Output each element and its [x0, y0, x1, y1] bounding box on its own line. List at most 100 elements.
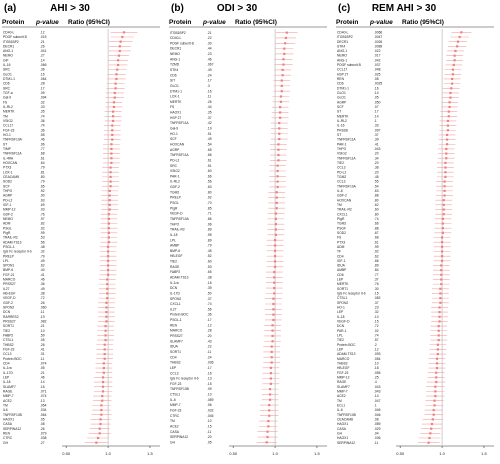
panel-title: ODI > 30	[217, 3, 258, 14]
protein-label: CXCL1	[337, 212, 348, 216]
protein-label: CD40-L	[170, 36, 182, 40]
protein-label: SPON2	[170, 297, 181, 301]
ratio-marker	[282, 63, 285, 66]
pvalue-label: .20	[374, 170, 379, 174]
pvalue-label: .76	[374, 282, 379, 286]
ratio-marker	[445, 133, 449, 137]
x-tick-label: 1.5	[481, 451, 487, 456]
ratio-marker	[275, 207, 278, 210]
ratio-marker	[441, 222, 445, 225]
pvalue-label: .26	[40, 44, 45, 48]
protein-label: TGM2	[337, 222, 346, 226]
pvalue-label: .33	[374, 124, 379, 128]
ratio-marker	[449, 91, 452, 95]
pvalue-label: .0026	[374, 40, 382, 44]
pvalue-label: .88	[374, 194, 379, 198]
protein-label: DCN	[337, 324, 345, 328]
ratio-marker	[278, 122, 281, 125]
ratio-marker	[106, 269, 110, 272]
ratio-marker	[106, 264, 110, 267]
protein-label: PSGL-1	[170, 318, 182, 322]
ratio-marker	[109, 166, 112, 169]
pvalue-label: .16	[374, 86, 379, 90]
pvalue-label: .13	[40, 399, 45, 403]
protein-label: ST	[3, 142, 7, 146]
pvalue-label: .11	[374, 441, 379, 445]
pvalue-label: .33	[40, 105, 45, 109]
protein-label: NEMO	[170, 52, 180, 56]
ratio-marker	[115, 77, 118, 81]
protein-label: DTM1-1	[3, 77, 15, 81]
pvalue-label: .36	[207, 313, 212, 317]
protein-label: ITGB1BP2	[337, 35, 353, 39]
ratio-marker	[108, 199, 111, 202]
protein-label: VEGF-D	[3, 296, 16, 300]
protein-label: IL-RL2	[3, 105, 13, 109]
protein-label: ANG-1	[337, 49, 347, 53]
protein-label: MMP-7	[170, 403, 181, 407]
pvalue-label: .99	[40, 231, 45, 235]
pvalue-label: .97	[40, 217, 45, 221]
protein-label: RARRES2	[3, 315, 19, 319]
pvalue-label: .054	[40, 403, 47, 407]
protein-label: TM	[3, 403, 8, 407]
protein-label: CCL3	[3, 352, 12, 356]
protein-label: REN	[3, 431, 11, 435]
ratio-marker	[266, 430, 269, 433]
ratio-marker	[117, 63, 120, 67]
protein-label: IL-17D	[170, 291, 181, 295]
x-tick-label: 1.0	[272, 451, 278, 456]
pvalue-label: .032	[207, 409, 214, 413]
protein-label: PSGL	[3, 226, 12, 230]
pvalue-label: .66	[207, 174, 212, 178]
ratio-marker	[101, 390, 105, 393]
protein-label: GLO1	[337, 91, 346, 95]
ratio-marker	[445, 143, 449, 146]
ratio-marker	[266, 435, 269, 439]
pvalue-label: .32	[40, 100, 45, 104]
pvalue-label: .92	[207, 196, 212, 200]
ratio-marker	[112, 101, 116, 104]
ratio-marker	[109, 175, 112, 178]
protein-label: STK4	[337, 44, 345, 48]
pvalue-label: .36	[40, 128, 45, 132]
pvalue-label: .089	[374, 422, 381, 426]
ratio-marker	[435, 362, 439, 365]
ratio-marker	[451, 77, 454, 81]
ratio-marker	[271, 334, 274, 338]
protein-label: ADAM-TS13	[170, 276, 189, 280]
pvalue-label: .21	[40, 40, 45, 44]
pvalue-label: .59	[40, 334, 45, 338]
ratio-marker	[282, 58, 285, 61]
pvalue-label: .15	[207, 382, 212, 386]
ratio-marker	[440, 283, 443, 286]
protein-label: TM	[337, 203, 342, 207]
protein-label: IgG Fc receptor II-b	[170, 377, 199, 381]
protein-label: TIMP	[3, 147, 12, 151]
ratio-marker	[111, 119, 115, 123]
protein-label: TRAIL-R2	[3, 236, 18, 240]
pvalue-label: .32	[374, 310, 379, 314]
protein-label: STK4	[170, 68, 178, 72]
pvalue-label: .16	[207, 371, 212, 375]
pvalue-label: .029	[374, 427, 381, 431]
ratio-marker	[101, 399, 104, 402]
protein-label: IGF-1	[3, 203, 12, 207]
pvalue-label: .72	[374, 324, 379, 328]
pvalue-label: .036	[207, 361, 214, 365]
protein-label: ECL1	[337, 403, 345, 407]
protein-label: TF	[337, 250, 341, 254]
protein-label: AMBP	[170, 244, 180, 248]
ratio-marker	[438, 315, 441, 318]
protein-label: THPO	[3, 189, 13, 193]
protein-label: NEMO	[3, 54, 13, 58]
pvalue-label: .10	[374, 361, 379, 365]
pvalue-label: .064	[40, 77, 47, 81]
protein-label: HSP 27	[337, 72, 348, 76]
pvalue-label: .14	[374, 91, 379, 95]
ratio-marker	[277, 143, 280, 146]
protein-label: IL-18	[170, 233, 178, 237]
protein-label: ADAM-TS13	[3, 240, 22, 244]
pvalue-label: .074	[40, 361, 47, 365]
protein-label: TNFRSF10B	[170, 387, 190, 391]
